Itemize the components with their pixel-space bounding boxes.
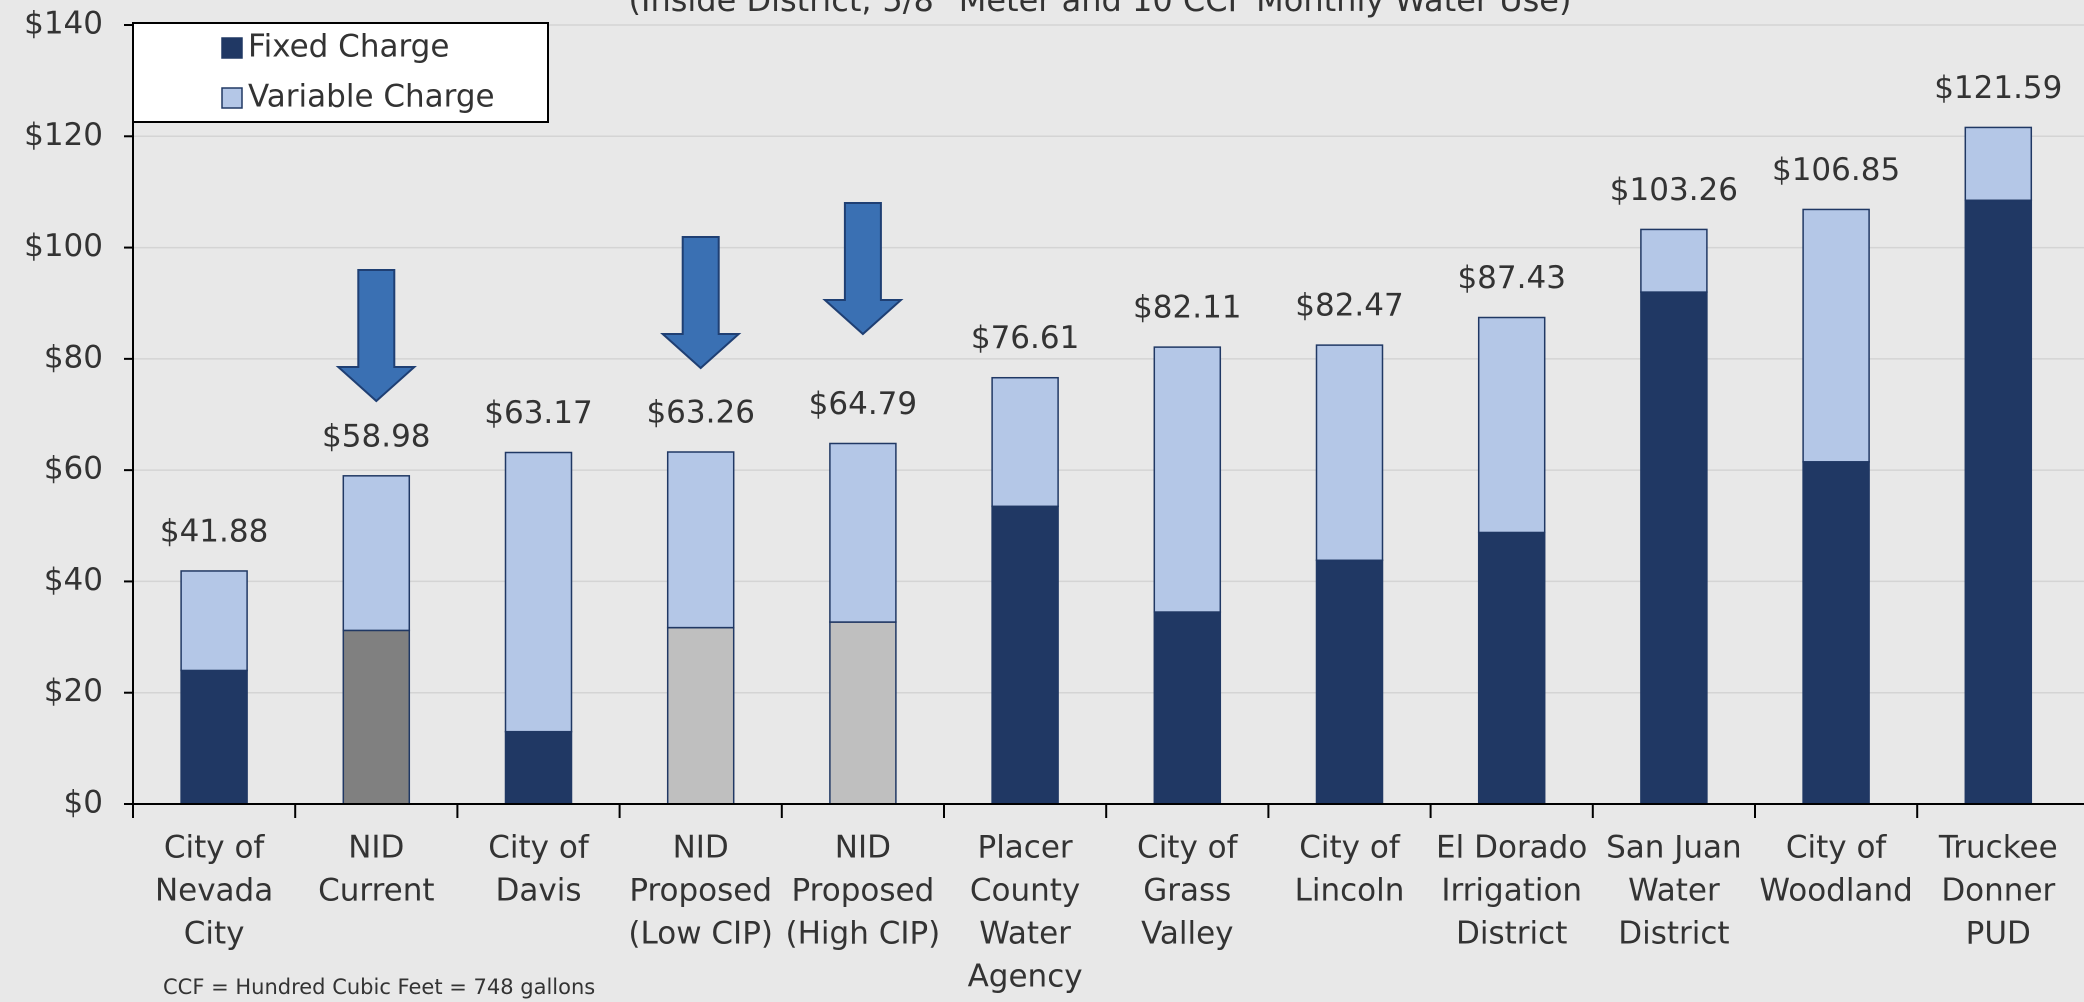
x-tick-label: NID [348,830,404,866]
chart-subtitle: (Inside District; 5/8" Meter and 10 CCF … [629,0,1572,19]
legend-box [132,22,549,123]
bar-segment [829,442,897,623]
arrow [822,202,904,336]
legend: Fixed Charge Variable Charge [132,22,549,123]
x-tick-label: Proposed [629,873,772,909]
x-tick-label: Proposed [792,873,935,909]
bar-segment [342,475,411,632]
arrow [335,269,417,403]
x-tick-label: Current [318,873,434,909]
data-label: $82.11 [1133,290,1241,326]
x-tick-label: Agency [968,959,1083,995]
data-label: $106.85 [1772,152,1900,188]
bar-segment [504,730,573,805]
bar-segment [991,376,1059,508]
bar-segment [342,629,411,805]
y-tick-label: $0 [64,785,103,821]
data-label: $63.26 [646,395,754,431]
bar-segment [1153,611,1222,805]
y-tick-label: $140 [24,6,103,42]
bar-segment [991,505,1059,805]
bar-segment [666,451,735,629]
x-tick-label: City of [1299,830,1401,866]
x-tick-label: (Low CIP) [628,916,773,952]
x-tick-label: El Dorado [1436,830,1587,866]
x-tick-label: Irrigation [1441,873,1582,909]
y-tick-label: $20 [44,673,103,709]
bar-segment [504,451,573,733]
legend-swatch [221,37,243,59]
x-tick-label: City [184,916,245,952]
x-tick-label: Truckee [1938,830,2058,866]
bar-segment [666,626,735,805]
data-label: $41.88 [160,513,268,549]
data-label: $64.79 [809,386,917,422]
x-tick-label: Valley [1141,916,1233,952]
data-label: $63.17 [484,395,592,431]
x-tick-label: Placer [978,830,1073,866]
y-tick-label: $80 [44,339,103,375]
bar-segment [1964,199,2033,805]
x-tick-label: District [1618,916,1729,952]
legend-swatch [221,87,243,109]
footnote: CCF = Hundred Cubic Feet = 748 gallons [163,975,595,999]
x-tick-label: Woodland [1759,873,1912,909]
x-tick-label: Lincoln [1295,873,1405,909]
y-tick-label: $60 [44,451,103,487]
x-tick-label: City of [164,830,266,866]
data-label: $87.43 [1457,260,1565,296]
bar-segment [1315,344,1384,562]
bar-segment [829,621,897,805]
x-tick-label: City of [1786,830,1888,866]
y-tick-label: $100 [24,228,103,264]
bar-segment [1477,531,1546,805]
bar-segment [1640,291,1708,805]
bar-segment [1640,228,1708,293]
data-label: $103.26 [1610,172,1738,208]
legend-label: Fixed Charge [248,29,449,65]
bar-segment [180,570,248,672]
bar-segment [1802,461,1870,805]
x-tick-label: Davis [496,873,582,909]
x-tick-label: Donner [1941,873,2055,909]
x-tick-label: City of [1137,830,1239,866]
x-tick-label: Water [1628,873,1720,909]
bar-segment [1153,346,1222,613]
bar-segment [1315,559,1384,805]
x-tick-label: District [1456,916,1567,952]
x-tick-label: Water [979,916,1071,952]
x-tick-label: Nevada [155,873,273,909]
x-tick-label: PUD [1966,916,2031,952]
y-tick-label: $40 [44,562,103,598]
data-label: $58.98 [322,418,430,454]
x-tick-label: Grass [1143,873,1231,909]
x-tick-label: County [970,873,1080,909]
x-tick-label: NID [673,830,729,866]
bar-segment [1964,126,2033,202]
x-tick-label: NID [835,830,891,866]
x-tick-label: (High CIP) [786,916,941,952]
x-tick-label: City of [488,830,590,866]
arrow [660,236,742,370]
y-tick-label: $120 [24,117,103,153]
bar-segment [1802,208,1870,463]
data-label: $76.61 [971,320,1079,356]
legend-label: Variable Charge [248,79,495,115]
data-label: $82.47 [1295,288,1403,324]
x-tick-label: San Juan [1606,830,1742,866]
bar-segment [180,669,248,805]
bar-segment [1477,316,1546,534]
data-label: $121.59 [1934,70,2062,106]
